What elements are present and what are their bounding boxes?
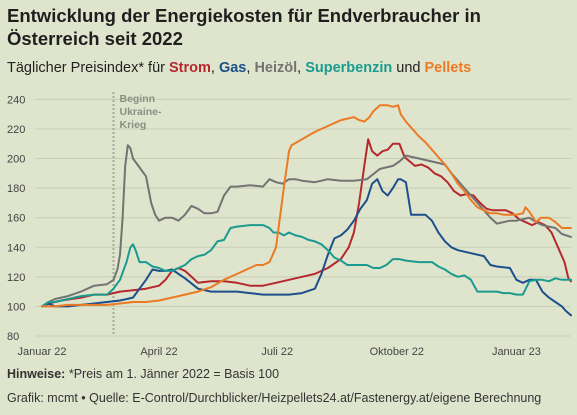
note-text: *Preis am 1. Jänner 2022 = Basis 100 [68,367,280,381]
x-tick-label: Juli 22 [261,346,293,358]
chart-subtitle: Täglicher Preisindex* für Strom, Gas, He… [7,59,572,77]
chart-source: Grafik: mcmt • Quelle: E-Control/Durchbl… [7,391,542,405]
x-tick-label: Oktober 22 [370,346,424,358]
y-tick-label: 140 [7,242,25,254]
x-axis-ticks: Januar 22 April 22 Juli 22 Oktober 22 Januar… [18,346,541,358]
y-tick-label: 200 [7,154,25,166]
legend-pellets: Pellets [424,60,472,76]
y-axis-ticks: 80 100 120 140 160 180 200 220 240 [7,94,25,343]
y-tick-label: 180 [7,183,25,195]
legend-strom: Strom [169,60,211,76]
series-line-superbenzin [41,224,572,308]
legend-sep: , [210,60,215,76]
y-tick-label: 100 [7,301,25,313]
grid [35,98,571,337]
chart-title-line-2: Österreich seit 2022 [7,28,183,49]
y-tick-label: 220 [7,124,25,136]
y-tick-label: 80 [7,331,19,343]
legend-heizoel: Heizöl [254,60,298,76]
series-line-pellets [41,104,572,308]
legend-superbenzin: Superbenzin [305,60,393,76]
y-tick-label: 120 [7,272,25,284]
annotation-label: Ukraine- [119,106,162,118]
subtitle-prefix: Täglicher Preisindex* für [7,60,165,76]
legend-und: und [396,60,421,76]
chart-title-line-1: Entwicklung der Energiekosten für Endver… [7,5,481,26]
series-line-gas [41,178,572,317]
series-line-heizoel [41,144,572,308]
note-label: Hinweise: [7,367,66,381]
legend-gas: Gas [218,60,247,76]
y-tick-label: 240 [7,94,25,106]
annotation-label: Beginn [119,93,155,105]
series-lines [41,104,572,317]
chart-note: Hinweise: *Preis am 1. Jänner 2022 = Bas… [7,366,572,382]
series-line-strom [41,138,572,308]
annotation-label: Krieg [119,119,146,131]
chart-title: Entwicklung der Energiekosten für Endver… [7,4,567,50]
legend-sep: , [297,60,302,76]
y-tick-label: 160 [7,213,25,225]
x-tick-label: Januar 22 [18,346,67,358]
x-tick-label: Januar 23 [492,346,541,358]
x-tick-label: April 22 [140,346,177,358]
legend-sep: , [246,60,251,76]
